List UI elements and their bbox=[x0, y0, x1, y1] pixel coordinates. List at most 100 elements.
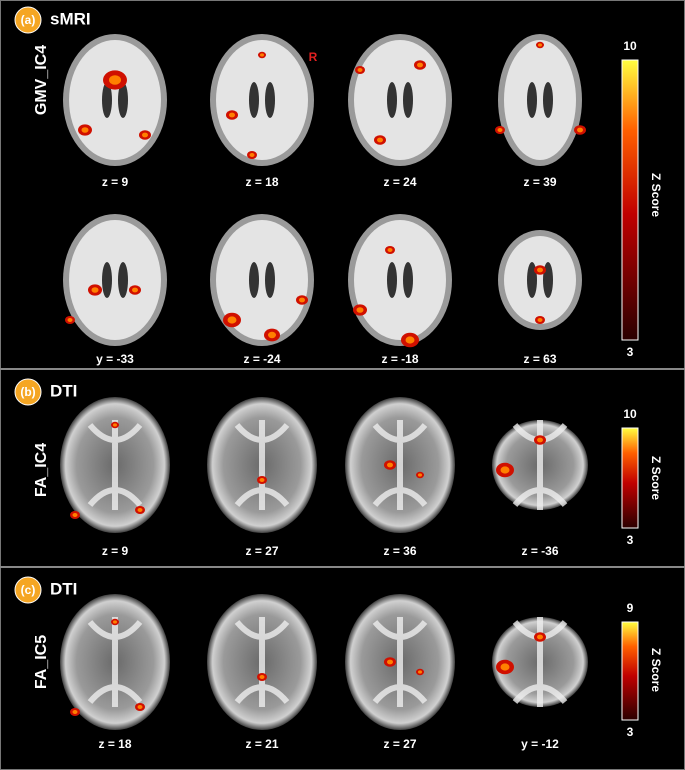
brain-slice bbox=[492, 617, 588, 707]
activation bbox=[497, 128, 503, 132]
activation bbox=[405, 336, 415, 344]
brain-matter bbox=[69, 220, 161, 340]
activation bbox=[387, 659, 393, 665]
activation bbox=[418, 473, 422, 477]
activation bbox=[377, 137, 383, 143]
activation bbox=[259, 478, 265, 482]
white-matter-tract bbox=[234, 617, 290, 707]
slice-label: z = -36 bbox=[521, 544, 558, 558]
brain-slice bbox=[498, 230, 582, 330]
activation bbox=[72, 513, 78, 517]
activation bbox=[249, 153, 255, 157]
activation bbox=[537, 267, 543, 273]
activation bbox=[357, 68, 363, 72]
colorbar-title: Z Score bbox=[649, 173, 663, 217]
activation bbox=[387, 462, 393, 468]
panel-label: (a) bbox=[21, 13, 36, 27]
component-label: FA_IC5 bbox=[33, 635, 50, 689]
activation bbox=[417, 62, 423, 68]
ventricle bbox=[265, 82, 275, 118]
modality: DTI bbox=[50, 381, 77, 400]
ventricle bbox=[387, 82, 397, 118]
activation bbox=[537, 437, 543, 443]
colorbar bbox=[621, 59, 639, 341]
slice-label: z = 27 bbox=[383, 737, 416, 751]
activation bbox=[113, 423, 117, 427]
brain-slice bbox=[210, 34, 314, 166]
panel-badge bbox=[14, 6, 42, 34]
component-label: GMV_IC4 bbox=[33, 45, 50, 115]
panel-badge bbox=[14, 378, 42, 406]
brain-slice bbox=[345, 594, 455, 730]
slice-label: z = 27 bbox=[245, 544, 278, 558]
slice-label: z = 63 bbox=[523, 352, 556, 366]
white-matter-tract bbox=[234, 420, 290, 510]
activation bbox=[91, 287, 99, 293]
brain-matter bbox=[504, 236, 576, 324]
brain-matter bbox=[69, 40, 161, 160]
colorbar bbox=[621, 427, 639, 529]
ventricle bbox=[249, 262, 259, 298]
colorbar-max: 10 bbox=[623, 407, 637, 421]
colorbar bbox=[621, 621, 639, 721]
activation bbox=[109, 75, 121, 85]
colorbar-title: Z Score bbox=[649, 456, 663, 500]
brain-slice bbox=[210, 214, 314, 346]
brain-matter bbox=[354, 40, 446, 160]
ventricle bbox=[403, 82, 413, 118]
activation bbox=[268, 331, 276, 339]
brain-slice bbox=[345, 397, 455, 533]
slice-label: z = 24 bbox=[383, 175, 416, 189]
white-matter-tract bbox=[87, 617, 143, 707]
brain-slice bbox=[348, 214, 452, 348]
panel-badge bbox=[14, 576, 42, 604]
colorbar-min: 3 bbox=[627, 345, 634, 359]
component-label: FA_IC4 bbox=[33, 443, 50, 497]
activation bbox=[537, 318, 543, 322]
modality: DTI bbox=[50, 579, 77, 598]
brain-slice bbox=[492, 420, 588, 510]
brain-matter bbox=[216, 40, 308, 160]
activation bbox=[137, 705, 143, 709]
activation bbox=[142, 132, 148, 138]
activation bbox=[137, 508, 143, 512]
activation bbox=[72, 710, 78, 714]
brain-slice bbox=[60, 397, 170, 533]
colorbar-max: 10 bbox=[623, 39, 637, 53]
ventricle bbox=[387, 262, 397, 298]
white-matter-tract bbox=[87, 420, 143, 510]
slice-label: z = 9 bbox=[102, 175, 129, 189]
slice-label: z = 18 bbox=[245, 175, 278, 189]
ventricle bbox=[543, 82, 553, 118]
brain-matter bbox=[354, 220, 446, 340]
slice-label: z = 18 bbox=[98, 737, 131, 751]
slice-label: y = -12 bbox=[521, 737, 559, 751]
activation bbox=[356, 307, 364, 313]
ventricle bbox=[102, 262, 112, 298]
brain-slice bbox=[63, 34, 167, 166]
ventricle bbox=[102, 82, 112, 118]
brain-slice bbox=[63, 214, 167, 346]
slice-label: z = 9 bbox=[102, 544, 129, 558]
activation bbox=[387, 248, 393, 252]
activation bbox=[500, 466, 510, 474]
white-matter-tract bbox=[372, 617, 428, 707]
colorbar-title: Z Score bbox=[649, 648, 663, 692]
slice-label: z = -18 bbox=[381, 352, 418, 366]
activation bbox=[227, 316, 237, 324]
activation bbox=[259, 675, 265, 679]
colorbar-min: 3 bbox=[627, 533, 634, 547]
activation bbox=[132, 287, 138, 293]
activation bbox=[577, 127, 583, 133]
activation bbox=[538, 43, 542, 47]
activation bbox=[260, 53, 264, 57]
ventricle bbox=[527, 82, 537, 118]
activation bbox=[418, 670, 422, 674]
ventricle bbox=[118, 82, 128, 118]
ventricle bbox=[403, 262, 413, 298]
colorbar-max: 9 bbox=[627, 601, 634, 615]
brain-slice bbox=[60, 594, 170, 730]
activation bbox=[67, 318, 73, 322]
ventricle bbox=[249, 82, 259, 118]
